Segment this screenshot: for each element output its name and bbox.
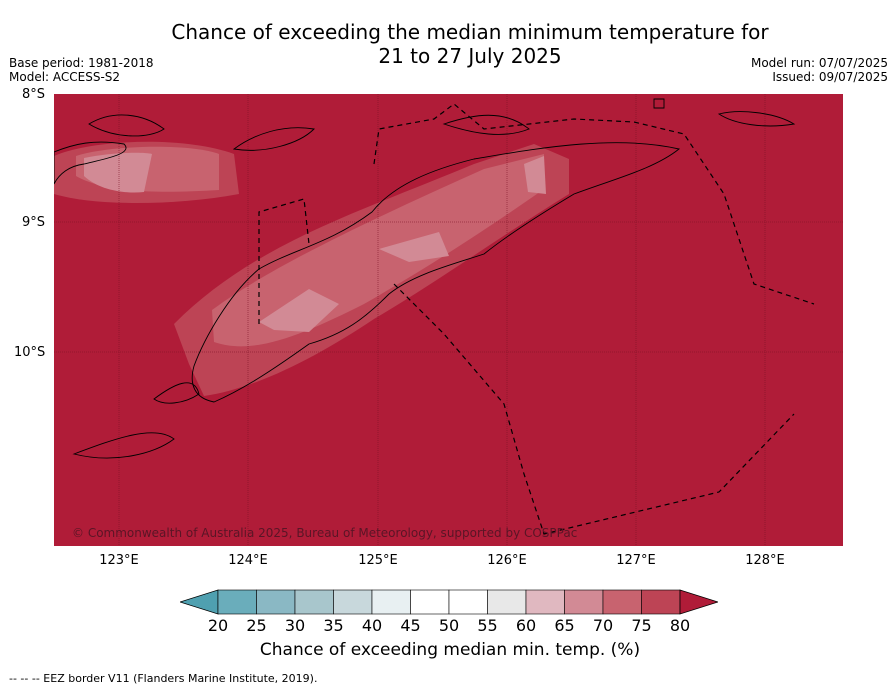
model-name: Model: ACCESS-S2 <box>9 70 121 84</box>
babar-island <box>717 111 796 127</box>
colorbar-tick-label: 40 <box>361 616 383 635</box>
colorbar-tick-label: 55 <box>477 616 498 635</box>
colorbar-high-extend <box>679 589 718 615</box>
meta-right: Model run: 07/07/2025 Issued: 09/07/2025 <box>751 56 888 84</box>
meta-left: Base period: 1981-2018 Model: ACCESS-S2 <box>9 56 154 84</box>
colorbar-segment <box>333 589 373 615</box>
solor-coast <box>88 114 165 137</box>
colorbar-tick-label: 35 <box>323 616 344 635</box>
alor-coast <box>232 127 315 151</box>
colorbar-segment <box>448 589 488 615</box>
lon-label-125e: 125°E <box>358 553 398 568</box>
colorbar-low-extend <box>180 589 219 615</box>
colorbar-segment <box>602 589 642 615</box>
colorbar-segment <box>217 589 257 615</box>
eez-legend: -- -- -- EEZ border V11 (Flanders Marine… <box>9 672 318 685</box>
colorbar-tick-label: 75 <box>631 616 652 635</box>
colorbar-segment <box>564 589 604 615</box>
lat-label-8s: 8°S <box>22 87 46 102</box>
lon-label-128e: 128°E <box>745 553 785 568</box>
lon-label-126e: 126°E <box>487 553 527 568</box>
lon-label-127e: 127°E <box>616 553 656 568</box>
colorbar-tick-label: 70 <box>592 616 614 635</box>
eez-line-west <box>258 198 310 324</box>
colorbar-tick-label: 45 <box>400 616 421 635</box>
eez-border <box>258 103 815 535</box>
lat-label-9s: 9°S <box>22 215 46 230</box>
colorbar-segment <box>525 589 565 615</box>
colorbar-segment <box>410 589 450 615</box>
colorbar-tick-label: 50 <box>438 616 460 635</box>
eez-line-south <box>393 283 795 535</box>
graticule <box>54 94 843 546</box>
rote-coast <box>153 382 200 404</box>
title-line-1: Chance of exceeding the median minimum t… <box>171 20 769 44</box>
eez-line-north <box>373 103 815 305</box>
lat-label-10s: 10°S <box>14 345 46 360</box>
shade-65-70 <box>379 232 449 262</box>
colorbar <box>180 589 718 615</box>
lon-label-123e: 123°E <box>99 553 139 568</box>
map-credit: © Commonwealth of Australia 2025, Bureau… <box>72 526 578 540</box>
wetar-coast <box>442 114 530 135</box>
colorbar-segment <box>487 589 527 615</box>
issued-date: Issued: 09/07/2025 <box>772 70 888 84</box>
lon-label-124e: 124°E <box>228 553 268 568</box>
colorbar-tick-label: 65 <box>554 616 575 635</box>
shade-65-70 <box>259 289 339 332</box>
colorbar-segment <box>256 589 296 615</box>
map-title: Chance of exceeding the median minimum t… <box>0 20 896 68</box>
base-period: Base period: 1981-2018 <box>9 56 154 70</box>
colorbar-label: Chance of exceeding median min. temp. (%… <box>259 640 641 660</box>
colorbar-tick-label: 60 <box>515 616 537 635</box>
colorbar-tick-label: 30 <box>284 616 306 635</box>
coastlines <box>54 98 796 459</box>
colorbar-tick-label: 20 <box>207 616 229 635</box>
colorbar-segment <box>294 589 334 615</box>
shade-65-70 <box>84 152 152 193</box>
flores-coast <box>54 141 127 185</box>
shade-65-70 <box>524 156 546 194</box>
map-panel <box>54 94 843 546</box>
colorbar-segment <box>371 589 411 615</box>
model-run: Model run: 07/07/2025 <box>750 56 888 70</box>
title-line-2: 21 to 27 July 2025 <box>378 44 562 68</box>
colorbar-tick-label: 25 <box>246 616 267 635</box>
timor-coast <box>191 142 681 403</box>
savu-coast <box>72 432 175 459</box>
colorbar-segment <box>641 589 681 615</box>
colorbar-tick-label: 80 <box>669 616 691 635</box>
kisar-island <box>653 98 665 109</box>
